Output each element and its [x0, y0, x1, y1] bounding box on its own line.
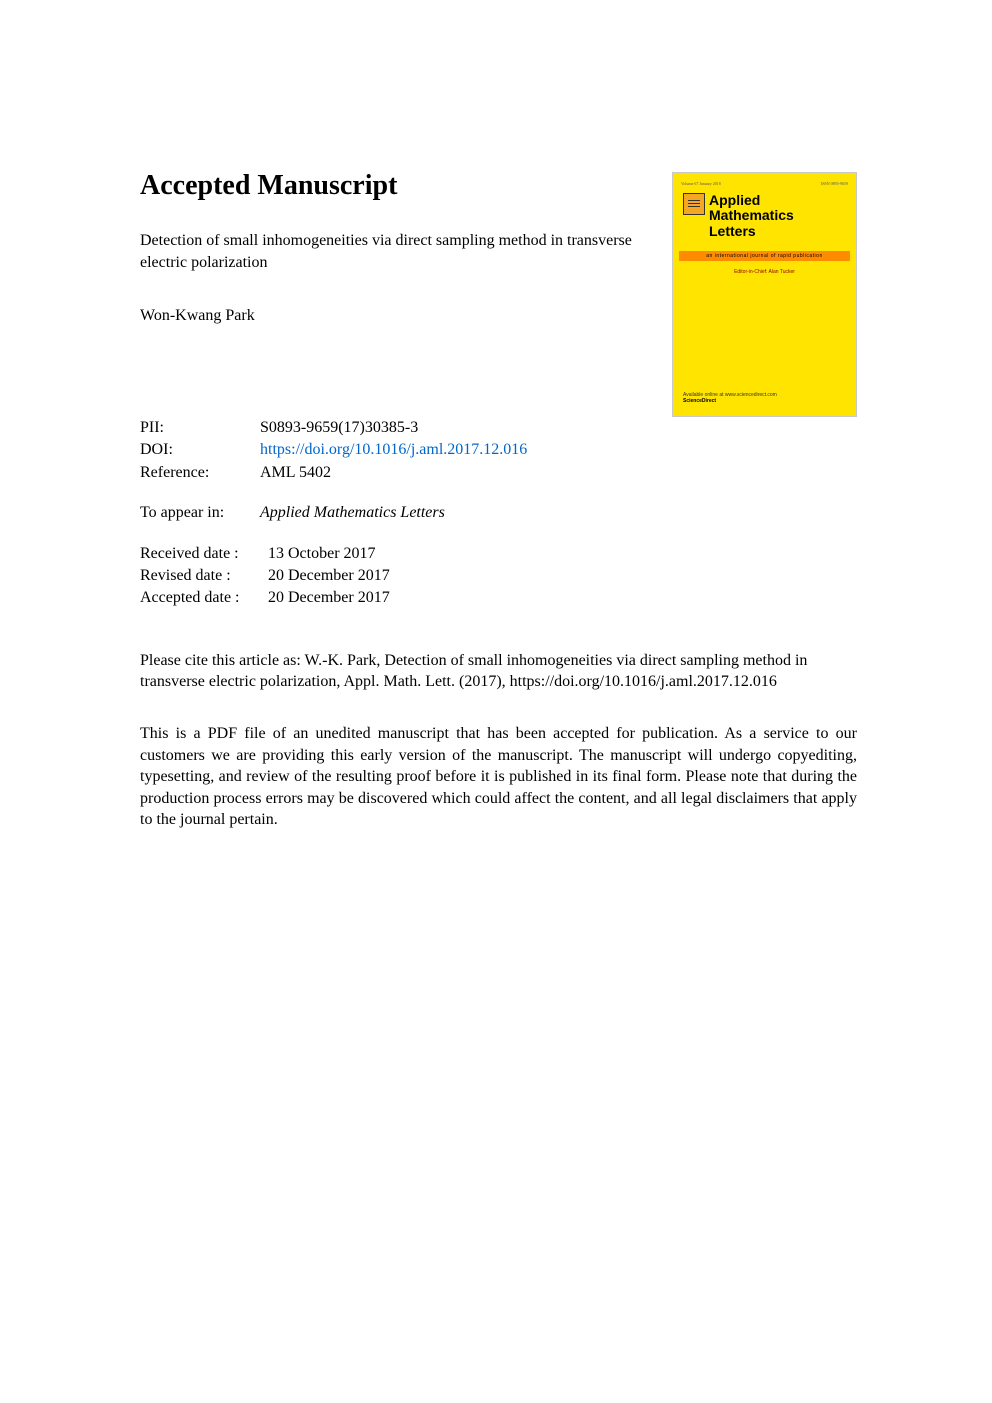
cover-journal-title: Applied Mathematics Letters [709, 193, 794, 239]
header-row: Accepted Manuscript Detection of small i… [140, 170, 857, 417]
received-label: Received date : [140, 543, 268, 565]
accepted-manuscript-heading: Accepted Manuscript [140, 170, 642, 202]
doi-link[interactable]: https://doi.org/10.1016/j.aml.2017.12.01… [260, 441, 527, 458]
meta-row-reference: Reference: AML 5402 [140, 462, 857, 484]
meta-block-3: Received date : 13 October 2017 Revised … [140, 543, 857, 610]
paper-title: Detection of small inhomogeneities via d… [140, 230, 640, 273]
journal-cover: Volume 67 January 2018 ISSN 0893-9659 Ap… [672, 172, 857, 417]
meta-block-1: PII: S0893-9659(17)30385-3 DOI: https://… [140, 417, 857, 484]
cover-band: an international journal of rapid public… [679, 251, 850, 261]
reference-label: Reference: [140, 462, 260, 484]
pii-value: S0893-9659(17)30385-3 [260, 417, 418, 439]
cover-title-line2: Mathematics [709, 207, 794, 223]
meta-row-doi: DOI: https://doi.org/10.1016/j.aml.2017.… [140, 439, 857, 461]
meta-row-revised: Revised date : 20 December 2017 [140, 565, 857, 587]
pii-label: PII: [140, 417, 260, 439]
revised-label: Revised date : [140, 565, 268, 587]
doi-value: https://doi.org/10.1016/j.aml.2017.12.01… [260, 439, 527, 461]
meta-row-appear: To appear in: Applied Mathematics Letter… [140, 502, 857, 524]
cover-footer-line2: ScienceDirect [683, 398, 716, 404]
page: Accepted Manuscript Detection of small i… [0, 0, 992, 1403]
elsevier-logo-icon [683, 193, 705, 215]
doi-label: DOI: [140, 439, 260, 461]
meta-block-2: To appear in: Applied Mathematics Letter… [140, 502, 857, 524]
appear-value: Applied Mathematics Letters [260, 502, 445, 524]
meta-row-pii: PII: S0893-9659(17)30385-3 [140, 417, 857, 439]
accepted-value: 20 December 2017 [268, 587, 390, 609]
cover-editors: Editor-in-Chief: Alan Tucker [673, 269, 856, 275]
received-value: 13 October 2017 [268, 543, 376, 565]
cover-title-line1: Applied [709, 192, 760, 208]
accepted-label: Accepted date : [140, 587, 268, 609]
author-name: Won-Kwang Park [140, 307, 642, 325]
citation-text: Please cite this article as: W.-K. Park,… [140, 650, 857, 693]
appear-label: To appear in: [140, 502, 260, 524]
cover-topbar: Volume 67 January 2018 ISSN 0893-9659 [681, 181, 848, 186]
cover-top-left: Volume 67 January 2018 [681, 181, 721, 186]
cover-title-line3: Letters [709, 223, 756, 239]
disclaimer-text: This is a PDF file of an unedited manusc… [140, 723, 857, 831]
cover-top-right: ISSN 0893-9659 [821, 181, 848, 186]
left-column: Accepted Manuscript Detection of small i… [140, 170, 672, 369]
cover-footer: Available online at www.sciencedirect.co… [683, 392, 777, 404]
revised-value: 20 December 2017 [268, 565, 390, 587]
reference-value: AML 5402 [260, 462, 331, 484]
meta-row-accepted: Accepted date : 20 December 2017 [140, 587, 857, 609]
meta-row-received: Received date : 13 October 2017 [140, 543, 857, 565]
